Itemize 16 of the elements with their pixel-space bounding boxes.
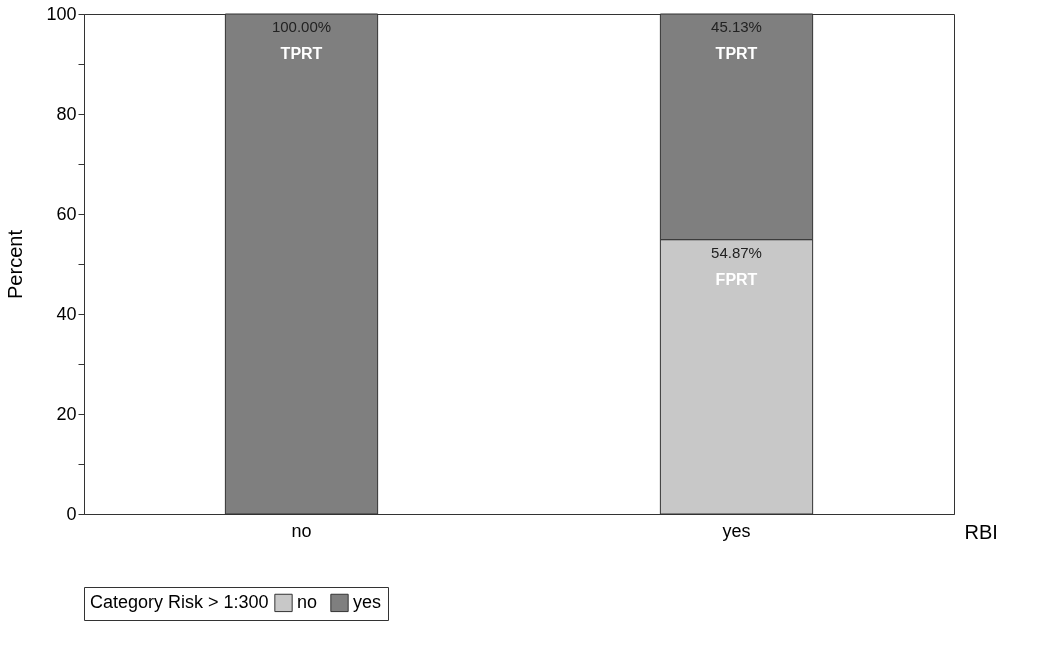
y-tick-label: 100 — [46, 3, 77, 24]
legend-label: no — [297, 591, 318, 612]
y-tick-label: 0 — [66, 503, 77, 524]
legend-label: yes — [353, 591, 382, 612]
legend-title: Category Risk > 1:300 — [90, 592, 269, 612]
y-tick-label: 20 — [56, 403, 77, 424]
y-axis-title: Percent — [4, 229, 27, 299]
y-tick-label: 80 — [56, 103, 77, 124]
data-label: 54.87% — [711, 243, 762, 261]
data-label: 100.00% — [271, 18, 332, 35]
y-tick-label: 40 — [56, 303, 77, 324]
annotation: TPRT — [715, 45, 758, 62]
data-label: 45.13% — [711, 18, 762, 35]
annotation: TPRT — [280, 45, 323, 62]
x-axis-title: RBI — [964, 520, 998, 543]
y-tick-label: 60 — [56, 203, 77, 224]
